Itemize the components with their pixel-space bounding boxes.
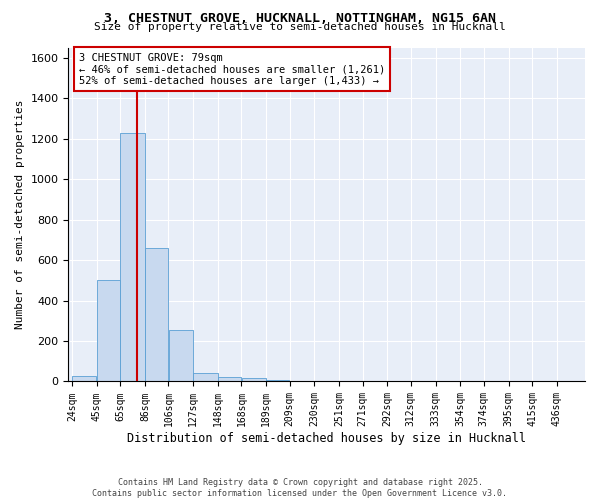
Bar	[72, 376, 97, 382]
Bar	[169, 330, 193, 382]
Text: Contains HM Land Registry data © Crown copyright and database right 2025.
Contai: Contains HM Land Registry data © Crown c…	[92, 478, 508, 498]
Bar	[97, 280, 120, 382]
Bar	[145, 248, 168, 382]
X-axis label: Distribution of semi-detached houses by size in Hucknall: Distribution of semi-detached houses by …	[127, 432, 526, 445]
Text: Size of property relative to semi-detached houses in Hucknall: Size of property relative to semi-detach…	[94, 22, 506, 32]
Text: 3 CHESTNUT GROVE: 79sqm
← 46% of semi-detached houses are smaller (1,261)
52% of: 3 CHESTNUT GROVE: 79sqm ← 46% of semi-de…	[79, 52, 385, 86]
Text: 3, CHESTNUT GROVE, HUCKNALL, NOTTINGHAM, NG15 6AN: 3, CHESTNUT GROVE, HUCKNALL, NOTTINGHAM,…	[104, 12, 496, 26]
Bar	[266, 380, 289, 382]
Bar	[193, 374, 218, 382]
Bar	[121, 132, 145, 382]
Bar	[242, 378, 266, 382]
Y-axis label: Number of semi-detached properties: Number of semi-detached properties	[15, 100, 25, 329]
Bar	[218, 378, 241, 382]
